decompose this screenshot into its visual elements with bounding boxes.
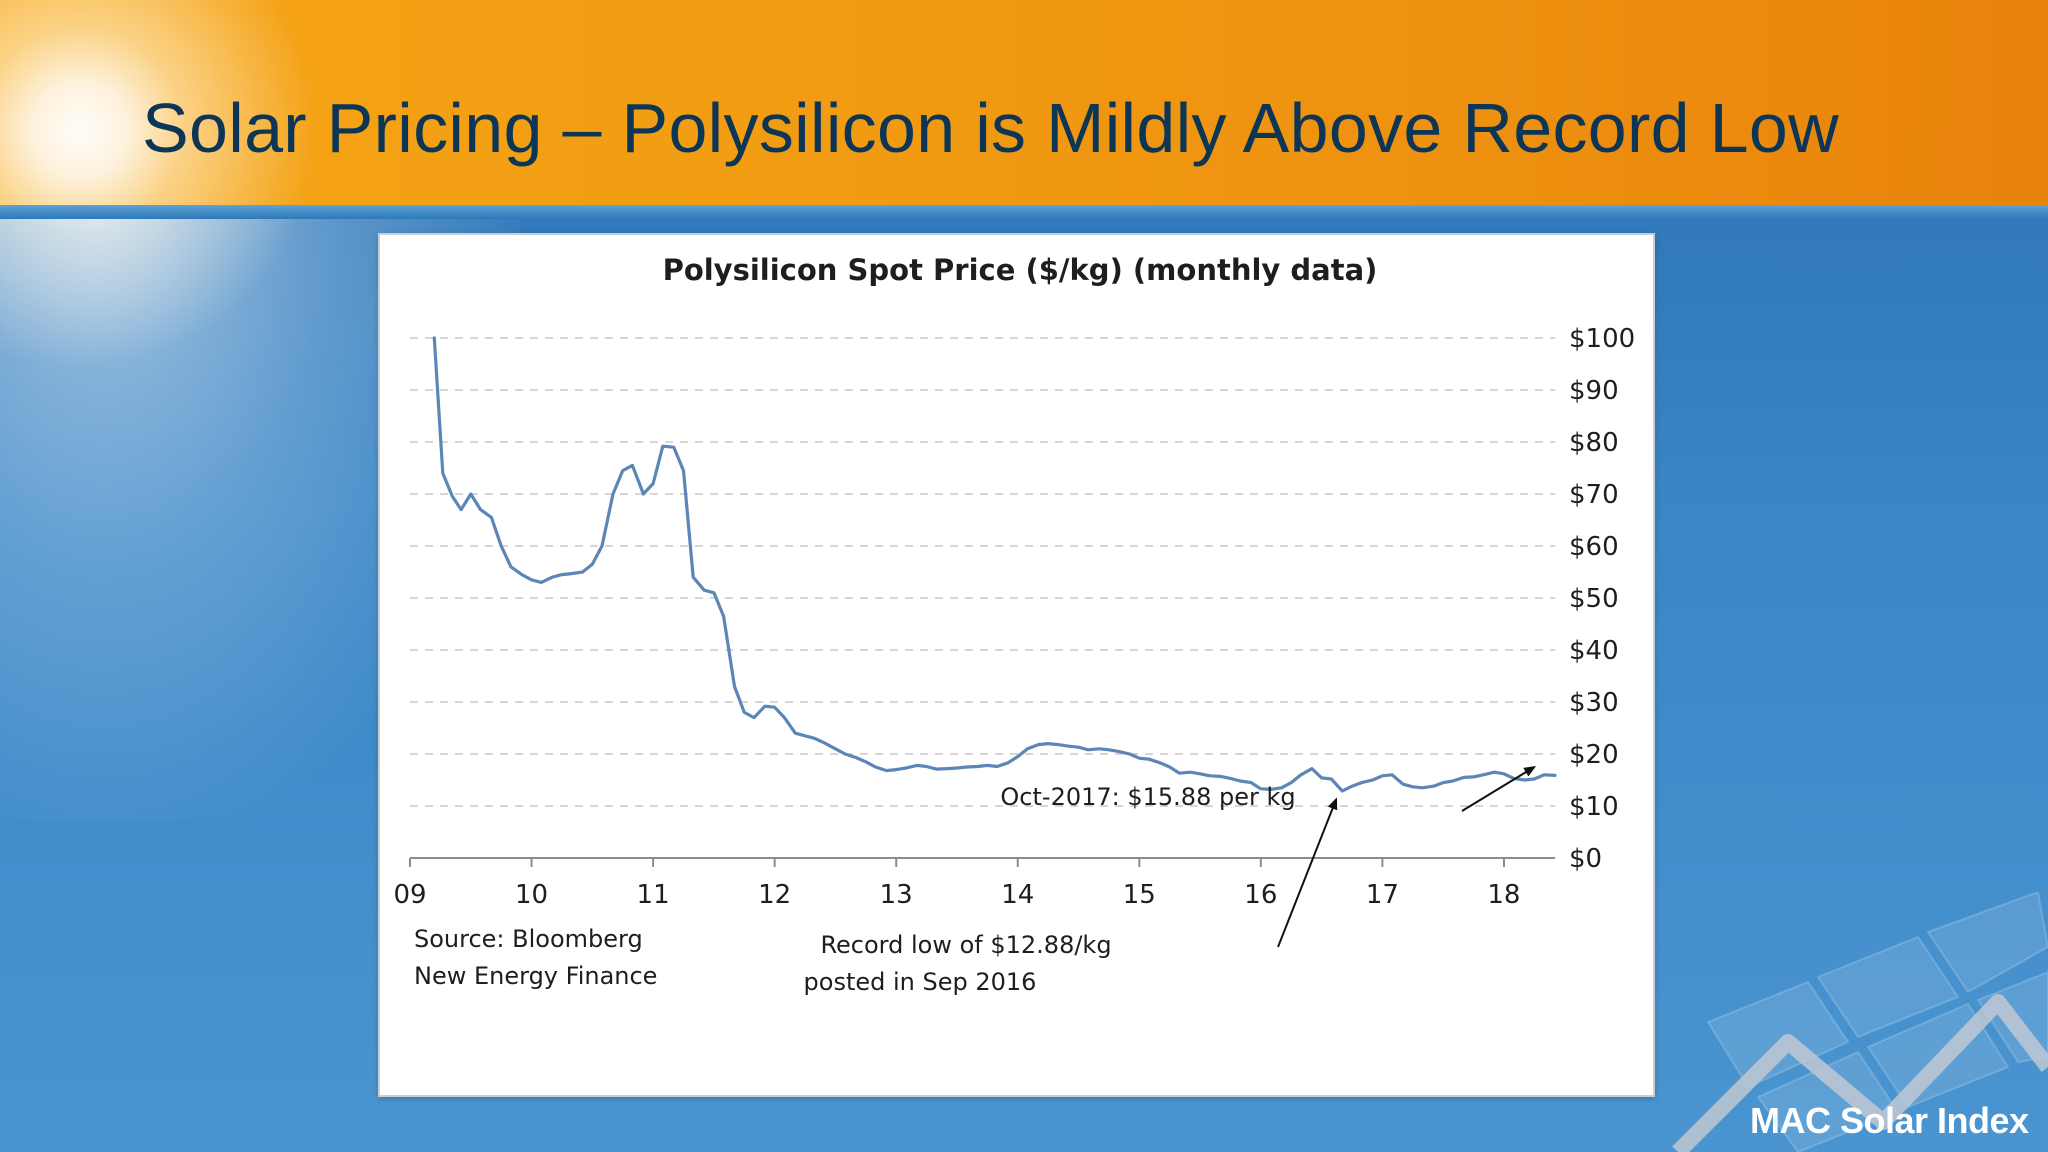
source-line1: Source: Bloomberg [414, 925, 643, 953]
y-tick-label: $80 [1569, 428, 1619, 458]
x-tick-label: 16 [1244, 880, 1277, 910]
y-tick-labels: $0 $10 $20 $30 $40 $50 $60 $70 $80 $90 $100 [1569, 324, 1635, 874]
y-tick-label: $60 [1569, 532, 1619, 562]
y-tick-label: $10 [1569, 792, 1619, 822]
y-tick-label: $20 [1569, 740, 1619, 770]
x-tick-label: 13 [880, 880, 913, 910]
annotation-record-low-line1: Record low of $12.88/kg [820, 931, 1111, 959]
annotation-arrow-oct-2017 [1461, 765, 1537, 812]
x-tick-label: 09 [393, 880, 426, 910]
series [432, 336, 1557, 793]
y-tick-label: $40 [1569, 636, 1619, 666]
x-tick-label: 15 [1123, 880, 1156, 910]
annotation-oct-2017: Oct-2017: $15.88 per kg [1000, 783, 1295, 811]
x-tick-label: 12 [758, 880, 791, 910]
x-tick-label: 17 [1366, 880, 1399, 910]
x-tick-label: 14 [1001, 880, 1034, 910]
x-tick-label: 11 [637, 880, 670, 910]
y-tick-label: $100 [1569, 324, 1635, 354]
chart-title: Polysilicon Spot Price ($/kg) (monthly d… [663, 253, 1378, 287]
y-tick-label: $50 [1569, 584, 1619, 614]
annotation-record-low-line2: posted in Sep 2016 [804, 968, 1037, 996]
solar-panel-graphic [1672, 892, 2048, 1152]
polysilicon-chart: Polysilicon Spot Price ($/kg) (monthly d… [393, 253, 1635, 996]
series-line-polysilicon-price [432, 336, 1557, 793]
x-tick-labels: 09 10 11 12 13 14 15 16 17 18 [393, 880, 1520, 910]
x-tick-label: 10 [515, 880, 548, 910]
y-tick-label: $30 [1569, 688, 1619, 718]
annotation-arrow-record-low [1277, 797, 1338, 948]
chart-panel: Polysilicon Spot Price ($/kg) (monthly d… [378, 233, 1655, 1097]
y-tick-label: $70 [1569, 480, 1619, 510]
slide-title: Solar Pricing – Polysilicon is Mildly Ab… [142, 89, 1839, 167]
gridlines [410, 337, 1555, 807]
x-tick-label: 18 [1487, 880, 1520, 910]
banner-divider [0, 205, 2048, 219]
source-line2: New Energy Finance [414, 962, 657, 990]
y-tick-label: $0 [1569, 844, 1602, 874]
x-axis [409, 857, 1555, 867]
annotations: Oct-2017: $15.88 per kg Record low of $1… [804, 765, 1537, 996]
y-tick-label: $90 [1569, 376, 1619, 406]
mac-solar-index-logo: MAC Solar Index [1750, 1100, 2029, 1141]
